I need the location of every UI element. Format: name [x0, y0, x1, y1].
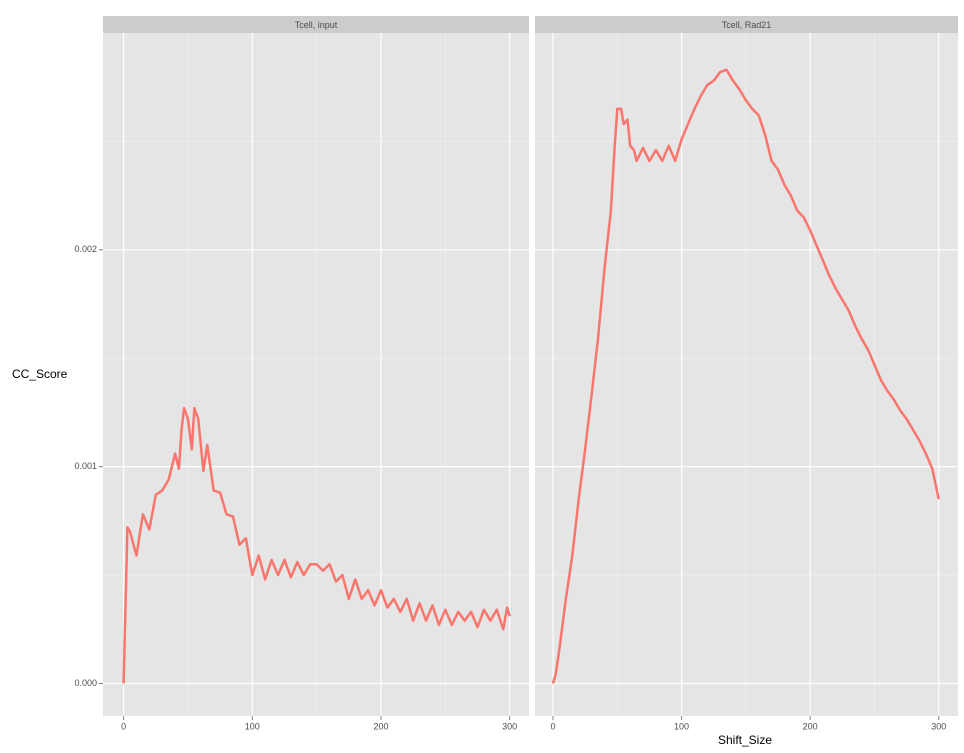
x-tick-label: 0 — [121, 721, 126, 731]
panel — [103, 33, 529, 716]
x-tick-label: 300 — [502, 721, 517, 731]
y-tick-label: 0.001 — [74, 461, 97, 471]
x-tick-label: 200 — [373, 721, 388, 731]
y-tick-label: 0.002 — [74, 244, 97, 254]
strip-title: Tcell, Rad21 — [722, 20, 772, 30]
x-tick-label: 100 — [674, 721, 689, 731]
line — [122, 406, 511, 684]
panel — [535, 33, 958, 716]
x-tick-label: 0 — [550, 721, 555, 731]
strip — [103, 16, 529, 33]
x-tick-label: 300 — [931, 721, 946, 731]
strip-title: Tcell, input — [295, 20, 338, 30]
line — [551, 68, 940, 684]
x-axis-title: Shift_Size — [718, 733, 772, 747]
y-tick-label: 0.000 — [74, 678, 97, 688]
x-tick-label: 100 — [245, 721, 260, 731]
strip — [535, 16, 958, 33]
y-axis-title: CC_Score — [12, 367, 68, 381]
x-tick-label: 200 — [803, 721, 818, 731]
